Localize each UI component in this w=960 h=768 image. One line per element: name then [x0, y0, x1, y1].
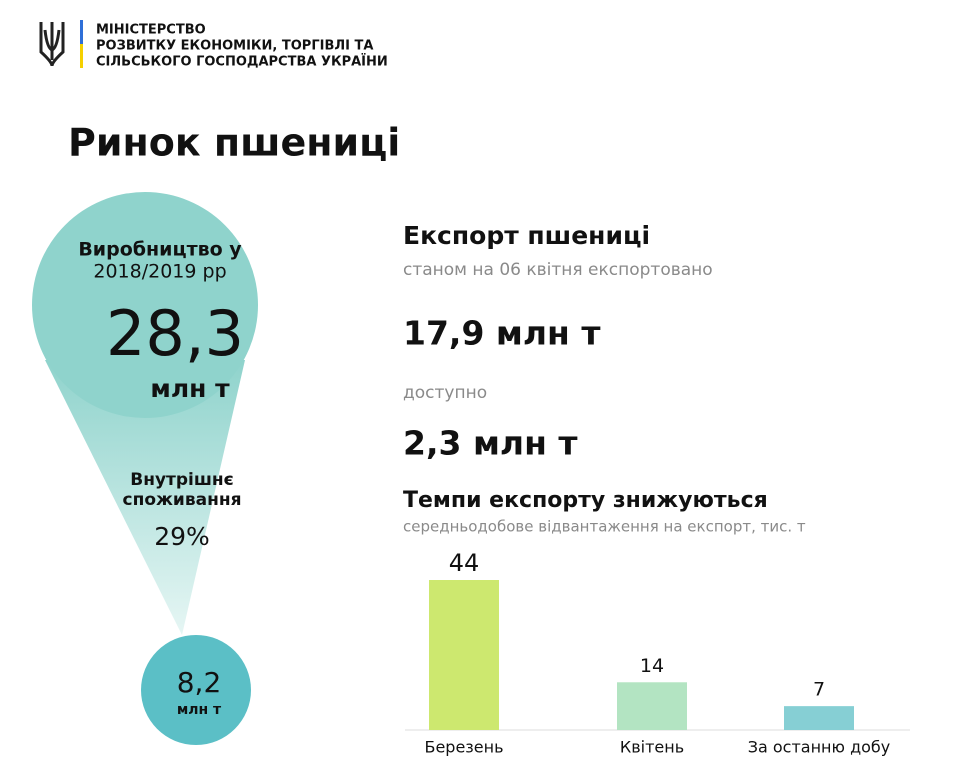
- ministry-line: МІНІСТЕРСТВО: [96, 23, 206, 38]
- remainder-unit: млн т: [177, 702, 222, 718]
- value-label: 14: [640, 655, 664, 677]
- flag-yellow: [80, 44, 83, 68]
- value-label: 7: [813, 679, 825, 701]
- chart-subtitle: середньодобове відвантаження на експорт,…: [403, 518, 806, 536]
- available-label: доступно: [403, 383, 487, 403]
- chart-title: Темпи експорту знижуються: [403, 488, 768, 513]
- x-tick-label: Квітень: [620, 738, 684, 757]
- production-label: 2018/2019 рр: [93, 261, 226, 283]
- bar: [617, 682, 687, 730]
- production-circle: [32, 192, 258, 418]
- bar: [784, 706, 854, 730]
- x-tick-label: Березень: [424, 738, 503, 757]
- consumption-label: Внутрішнє: [130, 470, 234, 490]
- ministry-line: РОЗВИТКУ ЕКОНОМІКИ, ТОРГІВЛІ ТА: [96, 39, 373, 54]
- bar: [429, 580, 499, 730]
- funnel: [45, 360, 245, 635]
- remainder-circle: [141, 635, 251, 745]
- consumption-label: споживання: [123, 490, 242, 510]
- consumption-share: 29%: [154, 522, 210, 551]
- value-label: 44: [449, 549, 480, 577]
- exported-label: станом на 06 квітня експортовано: [403, 260, 713, 280]
- production-unit: млн т: [150, 374, 230, 403]
- production-value: 28,3: [106, 297, 244, 370]
- x-tick-label: За останню добу: [748, 738, 891, 757]
- available-value: 2,3 млн т: [403, 424, 578, 463]
- exported-value: 17,9 млн т: [403, 314, 600, 353]
- page-title: Ринок пшениці: [68, 121, 400, 165]
- remainder-value: 8,2: [177, 666, 222, 699]
- flag-blue: [80, 20, 83, 44]
- emblem: [39, 22, 65, 67]
- ministry-line: СІЛЬСЬКОГО ГОСПОДАРСТВА УКРАЇНИ: [96, 54, 388, 70]
- production-label: Виробництво у: [78, 239, 242, 261]
- export-heading: Експорт пшениці: [403, 221, 650, 250]
